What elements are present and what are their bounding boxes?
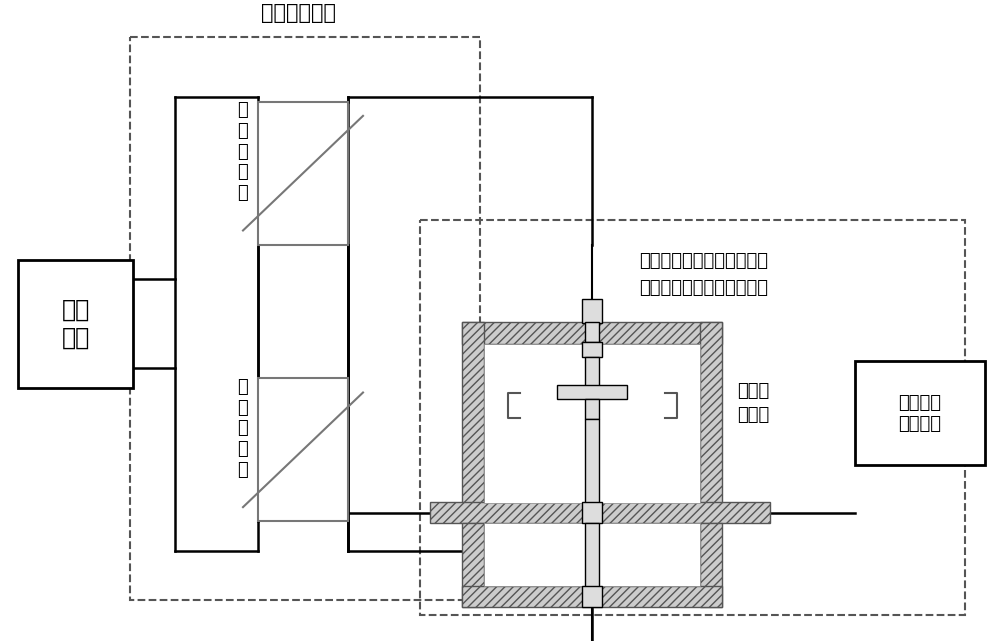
Bar xyxy=(585,419,599,503)
Bar xyxy=(585,322,599,342)
Bar xyxy=(585,358,599,387)
Bar xyxy=(462,503,722,504)
Bar xyxy=(420,220,965,615)
Bar xyxy=(484,344,700,503)
Bar xyxy=(585,399,599,419)
Text: 主动能量
耦合电路: 主动能量 耦合电路 xyxy=(898,394,942,433)
Bar xyxy=(130,37,480,601)
Bar xyxy=(582,342,602,358)
Text: 环状触
发电极: 环状触 发电极 xyxy=(737,382,769,424)
Bar xyxy=(258,378,348,521)
Bar xyxy=(700,524,722,608)
Bar xyxy=(484,524,700,586)
Text: 下电极: 下电极 xyxy=(610,581,642,599)
Bar xyxy=(462,586,722,608)
Bar xyxy=(855,362,985,465)
Bar xyxy=(582,502,602,524)
Text: 具有防脉冲电弧污染结构的
表面触发型过电压控制开关: 具有防脉冲电弧污染结构的 表面触发型过电压控制开关 xyxy=(639,253,768,297)
Bar xyxy=(258,101,348,245)
Bar xyxy=(18,260,133,388)
Bar xyxy=(582,586,602,608)
Bar xyxy=(462,322,722,344)
Bar xyxy=(557,385,627,399)
Bar xyxy=(585,524,599,588)
Bar xyxy=(462,524,484,608)
Bar xyxy=(582,299,602,323)
Text: 固
定
避
雷
器: 固 定 避 雷 器 xyxy=(238,101,248,203)
Text: 可
控
避
雷
器: 可 控 避 雷 器 xyxy=(238,378,248,479)
Bar xyxy=(430,502,770,524)
Text: 电力
设备: 电力 设备 xyxy=(61,298,90,350)
Bar xyxy=(462,322,484,504)
Bar xyxy=(700,322,722,504)
Text: 氧化锌避雷器: 氧化锌避雷器 xyxy=(260,3,336,24)
Text: 上电极: 上电极 xyxy=(610,340,642,358)
